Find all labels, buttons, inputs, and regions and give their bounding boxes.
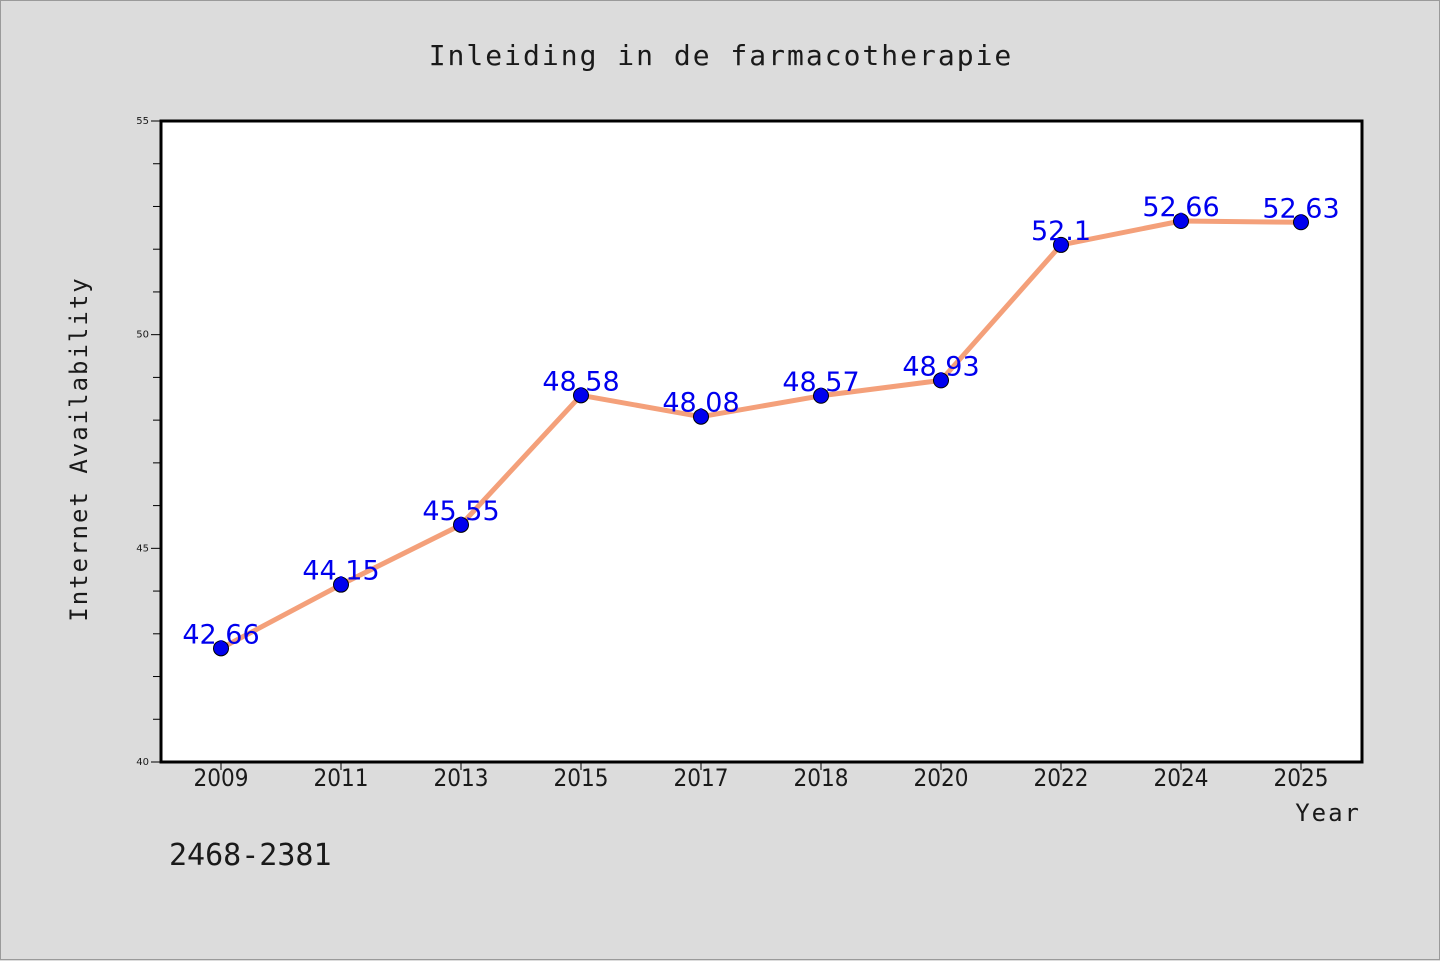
data-point	[453, 516, 469, 533]
y-tick-label: 55	[136, 116, 149, 127]
data-label: 52.66	[1142, 192, 1219, 223]
x-tick-label: 2017	[674, 764, 729, 792]
x-tick-label: 2009	[194, 764, 249, 792]
data-point	[813, 387, 829, 404]
data-label: 45.55	[422, 496, 499, 527]
data-point	[573, 387, 589, 404]
x-axis-label: Year	[1295, 799, 1361, 827]
y-axis-ticks: 40 45 50 55	[136, 116, 161, 768]
y-axis-label: Internet Availability	[65, 276, 93, 621]
data-label: 48.58	[542, 366, 619, 397]
y-tick-label: 45	[136, 543, 149, 554]
data-label: 52.63	[1262, 193, 1339, 224]
series-layer: 42.66 44.15 45.55 48.58 48.08 48.57 48.93 52.1 5…	[182, 192, 1340, 657]
data-label: 42.66	[182, 619, 259, 650]
x-tick-label: 2018	[794, 764, 849, 792]
data-point	[333, 576, 349, 593]
x-tick-label: 2022	[1034, 764, 1089, 792]
chart-title: Inleiding in de farmacotherapie	[429, 39, 1014, 72]
x-tick-label: 2024	[1154, 764, 1209, 792]
data-point	[1293, 214, 1309, 231]
data-label: 48.57	[782, 367, 859, 398]
data-label: 44.15	[302, 556, 379, 587]
data-label: 48.93	[902, 351, 979, 382]
x-tick-label: 2020	[914, 764, 969, 792]
data-point	[1053, 236, 1069, 253]
series-line	[218, 218, 1304, 651]
footer-code: 2468-2381	[169, 838, 332, 873]
x-axis-ticks: 2009 2011 2013 2015 2017 2018 2020 2022 2024 2025	[194, 762, 1329, 792]
data-point	[1173, 212, 1189, 229]
x-tick-label: 2013	[434, 764, 489, 792]
plot-area	[159, 119, 1364, 764]
y-tick-label: 40	[136, 757, 149, 768]
data-point	[933, 372, 949, 389]
data-label: 48.08	[662, 388, 739, 419]
y-tick-label: 50	[136, 330, 149, 341]
data-point	[693, 408, 709, 425]
x-tick-label: 2015	[554, 764, 609, 792]
x-tick-label: 2011	[314, 764, 369, 792]
data-point	[213, 640, 229, 657]
x-tick-label: 2025	[1274, 764, 1329, 792]
data-label: 52.1	[1031, 216, 1091, 247]
